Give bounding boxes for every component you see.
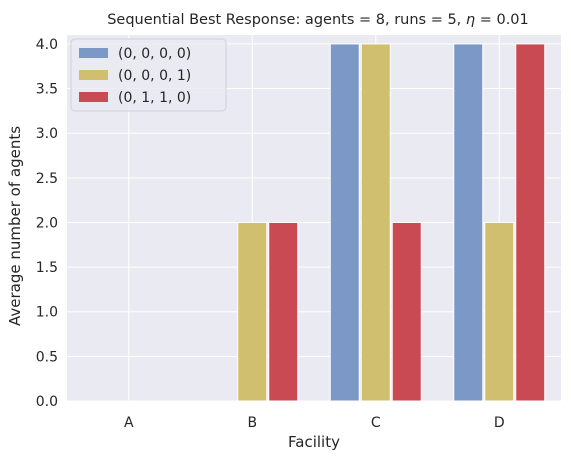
y-tick-label: 2.5 [36, 171, 58, 187]
bar [268, 221, 299, 402]
x-tick-label: D [494, 415, 505, 431]
bar [515, 43, 546, 402]
legend-label: (0, 0, 0, 0) [118, 46, 191, 62]
chart-title: Sequential Best Response: agents = 8, ru… [107, 12, 529, 28]
bar [484, 221, 515, 402]
y-axis-label: Average number of agents [6, 126, 24, 326]
x-tick-label: A [124, 415, 134, 431]
x-tick-label: B [247, 415, 257, 431]
legend-swatch [79, 48, 108, 58]
bar [453, 43, 484, 402]
bar [329, 43, 360, 402]
y-tick-label: 4.0 [36, 37, 58, 53]
x-tick-label: C [371, 415, 381, 431]
title-prefix: Sequential Best Response: agents = 8, ru… [107, 12, 466, 28]
legend-swatch [79, 92, 108, 102]
legend-box [70, 38, 227, 112]
y-tick-label: 0.0 [36, 394, 58, 410]
bar [360, 43, 391, 402]
title-suffix: = 0.01 [475, 12, 529, 28]
legend-label: (0, 0, 0, 1) [118, 68, 191, 84]
y-tick-label: 3.5 [36, 82, 58, 98]
bar [391, 221, 422, 402]
legend-label: (0, 1, 1, 0) [118, 90, 191, 106]
y-tick-label: 3.0 [36, 126, 58, 142]
legend-swatch [79, 70, 108, 80]
bar [237, 221, 268, 402]
y-tick-label: 2.0 [36, 215, 58, 231]
y-tick-label: 0.5 [36, 349, 58, 365]
legend: (0, 0, 0, 0) (0, 0, 0, 1) (0, 1, 1, 0) [70, 38, 227, 112]
y-tick-label: 1.0 [36, 305, 58, 321]
title-symbol: η [466, 12, 475, 28]
y-tick-label: 1.5 [36, 260, 58, 276]
x-axis-label: Facility [288, 433, 340, 451]
